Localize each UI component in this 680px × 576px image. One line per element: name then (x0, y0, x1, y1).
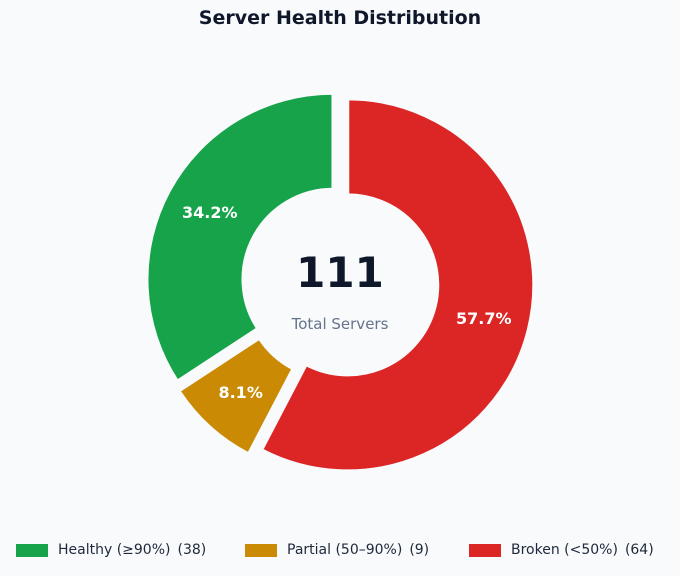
legend-item-partial-50-90: Partial (50–90%) (9) (245, 542, 429, 558)
slice-label-healthy-90: 34.2% (182, 203, 238, 222)
donut-slices (145, 91, 536, 473)
legend-swatch (245, 543, 277, 557)
slice-partial-50-90 (177, 336, 295, 456)
center-total: 111 (296, 248, 384, 297)
legend-label: Partial (50–90%) (287, 542, 403, 558)
legend-label: Healthy (≥90%) (58, 542, 171, 558)
legend-swatch (16, 543, 48, 557)
slice-labels: 57.7% 8.1% 34.2% (182, 203, 511, 402)
legend-count: (38) (177, 542, 207, 558)
slice-label-partial-50-90: 8.1% (218, 383, 262, 402)
center-caption: Total Servers (291, 315, 389, 333)
chart-title: Server Health Distribution (198, 7, 482, 29)
slice-label-broken-50: 57.7% (456, 309, 512, 328)
legend-label: Broken (<50%) (511, 542, 618, 558)
legend: Healthy (≥90%) (38) Partial (50–90%) (9) Bro… (0, 542, 680, 562)
slice-healthy-90 (145, 91, 335, 383)
legend-count: (64) (624, 542, 654, 558)
legend-item-healthy-90: Healthy (≥90%) (38) (16, 542, 206, 558)
legend-swatch (469, 543, 501, 557)
legend-item-broken-50: Broken (<50%) (64) (469, 542, 654, 558)
legend-count: (9) (409, 542, 430, 558)
slice-broken-50 (260, 97, 536, 473)
